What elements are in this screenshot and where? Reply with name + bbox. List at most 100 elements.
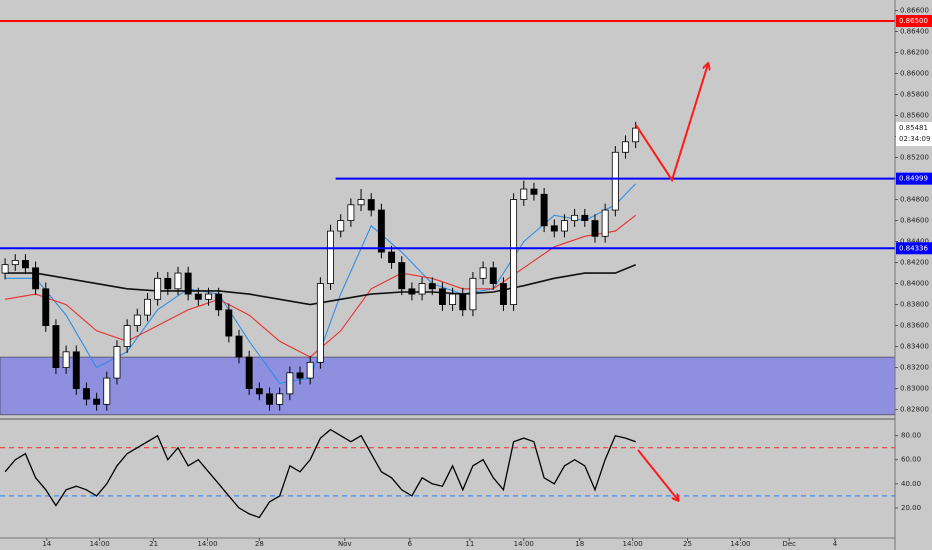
candle-body <box>367 199 375 211</box>
x-tick-label: Dec <box>782 540 796 548</box>
candle-body <box>174 272 182 290</box>
candle-body <box>479 267 487 279</box>
candle-body <box>113 346 121 379</box>
candle-body <box>103 377 111 405</box>
axis-layer: 0.82800 0.83000 0.83200 0.83400 0.83600 0.838… <box>42 7 932 548</box>
y-tick-label: 0.84800 <box>900 196 929 204</box>
y-tick-label: 0.86400 <box>900 28 929 36</box>
candle-body <box>42 288 50 326</box>
moving-average <box>5 183 637 384</box>
candle-body <box>235 335 243 358</box>
moving-average <box>5 214 637 358</box>
candle-body <box>357 199 365 206</box>
x-tick-label: 14:00 <box>623 540 643 548</box>
y-tick-label: 0.84000 <box>900 280 929 288</box>
x-tick-label: 6 <box>408 540 413 548</box>
candle-body <box>388 251 396 263</box>
candle-body <box>601 209 609 237</box>
x-tick-label: 14:00 <box>197 540 217 548</box>
level-label: 0.86500 <box>899 17 928 25</box>
rsi-tick-label: 20.00 <box>901 504 921 512</box>
candle-body <box>123 325 131 347</box>
candle-body <box>52 325 60 368</box>
plot-layer <box>0 20 896 519</box>
x-tick-label: 14 <box>42 540 51 548</box>
candle-body <box>377 209 385 253</box>
candle-body <box>215 293 223 311</box>
candle-body <box>286 372 294 395</box>
x-tick-label: 14:00 <box>514 540 534 548</box>
rsi-tick-label: 40.00 <box>901 480 921 488</box>
candle-body <box>245 356 253 389</box>
candle-body <box>266 393 273 405</box>
candle-body <box>459 293 467 311</box>
candle-body <box>632 127 640 143</box>
y-tick-label: 0.83800 <box>900 301 929 309</box>
candle-body <box>62 351 70 368</box>
candle-body <box>225 309 233 337</box>
x-tick-label: 28 <box>255 540 264 548</box>
candle-body <box>611 151 619 211</box>
candle-body <box>398 262 406 290</box>
y-tick-label: 0.85600 <box>900 112 929 120</box>
candle-body <box>408 288 416 295</box>
candle-body <box>32 267 40 290</box>
y-tick-label: 0.84200 <box>900 259 929 267</box>
candle-body <box>550 225 558 232</box>
candle-body <box>327 230 334 284</box>
level-badge <box>896 15 932 28</box>
candle-body <box>164 277 172 290</box>
x-tick-label: Nov <box>338 540 352 548</box>
candle-body <box>581 214 589 221</box>
candle-body <box>571 214 579 221</box>
rsi-line <box>4 428 636 519</box>
candle-body <box>520 188 528 200</box>
candle-body <box>489 267 497 284</box>
x-tick-label: 25 <box>683 540 692 548</box>
candle-body <box>530 188 538 195</box>
candle-body <box>296 372 304 379</box>
y-tick-label: 0.83600 <box>900 322 929 330</box>
y-tick-label: 0.83200 <box>900 364 929 372</box>
candle-body <box>316 283 324 363</box>
last-price-label: 0.85481 <box>899 124 928 132</box>
candle-body <box>622 141 629 153</box>
candle-body <box>499 283 507 305</box>
candle-body <box>510 199 518 305</box>
x-tick-label: 18 <box>575 540 584 548</box>
candle-body <box>469 277 477 311</box>
candle-body <box>276 393 284 405</box>
rsi-arrow <box>637 449 678 500</box>
candle-body <box>21 260 29 269</box>
y-tick-label: 0.84400 <box>900 238 929 246</box>
level-badge <box>896 242 932 255</box>
candle-body <box>591 220 599 237</box>
projection-arrow <box>635 64 708 183</box>
candle-body <box>1 264 9 274</box>
countdown-label: 02:34:09 <box>899 135 930 143</box>
level-badge <box>896 172 932 185</box>
y-tick-label: 0.86600 <box>900 7 929 15</box>
moving-average <box>5 263 637 306</box>
level-label: 0.84336 <box>899 244 928 252</box>
y-tick-label: 0.83400 <box>900 343 929 351</box>
candle-body <box>144 298 151 316</box>
candle-body <box>428 283 436 290</box>
candle-body <box>255 388 263 395</box>
y-tick-label: 0.83000 <box>900 385 929 393</box>
candle-body <box>438 288 446 305</box>
y-tick-label: 0.85200 <box>900 154 929 162</box>
y-tick-label: 0.84600 <box>900 217 929 225</box>
candle-body <box>11 260 19 266</box>
candle-body <box>347 204 355 221</box>
x-tick-label: 21 <box>149 540 158 548</box>
candle-body <box>194 293 202 300</box>
candle-body <box>93 398 101 405</box>
level-label: 0.84999 <box>899 175 928 183</box>
rsi-tick-label: 60.00 <box>901 456 921 464</box>
candle-body <box>133 314 141 326</box>
candle-body <box>82 388 90 400</box>
